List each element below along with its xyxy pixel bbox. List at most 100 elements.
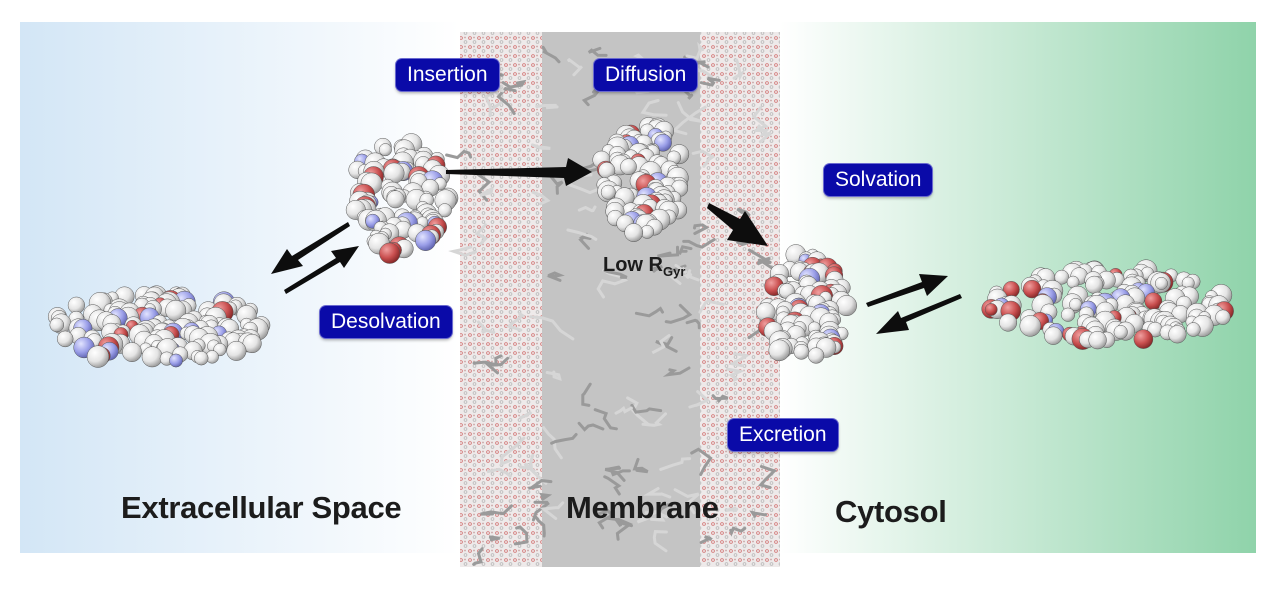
lipid-tail	[528, 479, 553, 490]
rgyr-subscript: Gyr	[663, 264, 686, 279]
lipid-tail	[658, 503, 670, 513]
extended-molecule-cytosol	[981, 259, 1234, 350]
lipid-tail	[541, 45, 561, 64]
lipid-tail	[754, 129, 772, 144]
lipid-tail	[640, 99, 668, 117]
compact-molecule-desolvated	[345, 133, 459, 264]
lipid-tail	[474, 223, 489, 246]
lipid-tail	[636, 510, 658, 524]
lipid-tail	[678, 245, 693, 255]
lipid-tail	[499, 436, 526, 467]
lipid-tail	[756, 256, 773, 270]
lipid-tail	[577, 421, 605, 432]
lipid-tail	[479, 186, 494, 197]
atom	[624, 223, 644, 242]
lipid-tail	[603, 475, 622, 496]
lipid-tail	[673, 488, 700, 515]
lipid-tail	[519, 462, 537, 472]
lipid-tail	[698, 298, 725, 314]
insertion-arrow	[446, 158, 592, 186]
lipid-tail	[641, 412, 667, 427]
lipid-tail	[649, 510, 678, 522]
arrows	[271, 158, 962, 334]
lipid-tail	[603, 269, 628, 279]
excretion-arrow-left	[876, 294, 962, 334]
atom	[226, 340, 247, 361]
atom	[386, 190, 405, 209]
lipid-tail	[699, 535, 714, 544]
lipid-tail	[531, 190, 551, 206]
lipid-tail	[445, 149, 473, 160]
atom	[836, 295, 857, 317]
lipid-tail	[685, 318, 701, 330]
lipid-tail	[664, 303, 693, 324]
lipid-tail	[565, 183, 603, 195]
solvation-tag: Solvation	[824, 164, 933, 196]
rgyr-prefix: Low R	[603, 254, 663, 276]
atom	[1113, 325, 1128, 340]
lipid-tail	[732, 58, 746, 82]
lipid-tail	[606, 516, 633, 541]
lipid-tail	[542, 426, 563, 460]
atom	[1088, 330, 1107, 350]
lipid-tail	[757, 465, 778, 489]
diffusion-tag: Diffusion	[594, 59, 698, 91]
lipid-tail	[652, 265, 663, 273]
lipid-tail	[534, 515, 546, 538]
lipid-tail	[669, 263, 688, 285]
lipid-tail	[513, 525, 529, 546]
atom	[122, 342, 142, 362]
lipid-tail	[682, 269, 700, 282]
lipid-tail	[538, 492, 553, 501]
lipid-tail	[480, 504, 513, 516]
membrane-label: Membrane	[566, 490, 719, 525]
lipid-tail	[587, 46, 608, 57]
atom	[1154, 276, 1168, 290]
extracellular-region	[20, 22, 460, 553]
lipid-tail	[682, 238, 716, 249]
lipid-tail	[711, 394, 729, 403]
lipid-tail	[690, 447, 713, 476]
lipid-tail	[472, 354, 503, 367]
atom	[141, 346, 163, 368]
atom	[793, 343, 810, 360]
atom	[1060, 307, 1076, 322]
atom	[169, 353, 183, 368]
lipid-tail	[488, 535, 500, 542]
lipid-tail	[531, 143, 551, 150]
lipid-tail	[529, 315, 575, 341]
lipid-tail	[651, 334, 671, 355]
insertion-tag: Insertion	[396, 59, 499, 91]
lipid-tail	[545, 370, 562, 381]
atom	[378, 143, 392, 157]
molecules	[47, 117, 1234, 368]
lipid-tail	[486, 467, 512, 478]
atom	[1044, 326, 1063, 345]
lipid-tail	[581, 382, 592, 407]
lipid-tail	[577, 205, 597, 213]
lipid-tail	[643, 487, 672, 499]
lipid-tail	[655, 336, 678, 353]
atom	[49, 317, 65, 333]
lipid-tail	[593, 408, 618, 431]
lipid-tail	[693, 223, 710, 235]
lipid-tail	[566, 228, 598, 241]
solvation-arrow-right	[866, 274, 948, 307]
lipid-tail	[671, 105, 707, 136]
lipid-tail	[548, 173, 564, 195]
lipid-tail	[726, 367, 746, 382]
lipid-tail	[535, 103, 559, 110]
atom	[807, 347, 825, 364]
lipid-tail	[501, 79, 527, 89]
lipid-tail	[688, 390, 711, 409]
atom	[1022, 279, 1042, 299]
lipid-tail	[626, 396, 651, 427]
lipid-tail	[546, 271, 565, 282]
lipid-tail	[614, 405, 633, 415]
atom	[1019, 315, 1042, 337]
lipid-tail	[578, 232, 592, 250]
desolvation-arrow-down	[271, 222, 350, 274]
atom	[999, 313, 1018, 332]
lipid-tail	[691, 149, 716, 168]
